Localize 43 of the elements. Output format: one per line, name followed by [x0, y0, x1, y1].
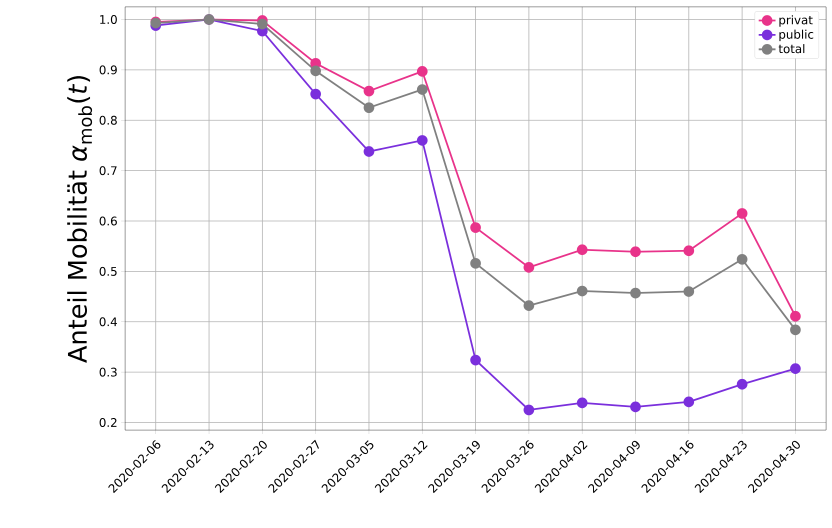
point [736, 378, 748, 390]
y-tick-label: 0.4 [100, 317, 117, 326]
point [576, 286, 588, 296]
point [736, 254, 748, 265]
point [630, 288, 641, 298]
y-tick-label: 0.5 [100, 266, 117, 276]
point [790, 310, 801, 322]
point [470, 354, 481, 366]
point [364, 86, 374, 96]
point [364, 146, 374, 157]
point [524, 300, 534, 311]
y-tick-label: 0.6 [100, 216, 117, 226]
y-tick-label: 0.8 [100, 116, 117, 125]
point [683, 245, 694, 256]
point [470, 258, 481, 269]
point [524, 262, 534, 273]
point [576, 398, 588, 408]
point [470, 222, 481, 233]
point [630, 246, 641, 258]
y-axis-title: Anteil Mobilität α$_{mob}$(t) [67, 76, 92, 363]
y-tick-label: 0.3 [100, 368, 117, 377]
point [790, 363, 801, 374]
y-tick-label: 0.9 [100, 65, 117, 74]
point [416, 135, 428, 146]
y-tick-label: 1.0 [100, 15, 117, 24]
legend-label: privat [779, 15, 813, 27]
point [416, 66, 428, 77]
point [576, 244, 588, 256]
legend-label: total [778, 44, 804, 54]
point [683, 286, 694, 297]
point [364, 102, 374, 114]
point [683, 396, 694, 408]
point [524, 404, 534, 416]
point [416, 84, 428, 95]
legend-label: public [779, 30, 814, 42]
point [310, 88, 321, 100]
point [630, 402, 641, 412]
point [310, 66, 321, 76]
point [257, 18, 268, 30]
y-tick-label: 0.2 [100, 418, 116, 428]
y-tick-label: 0.7 [100, 166, 117, 176]
point [736, 208, 748, 219]
point [790, 324, 801, 336]
